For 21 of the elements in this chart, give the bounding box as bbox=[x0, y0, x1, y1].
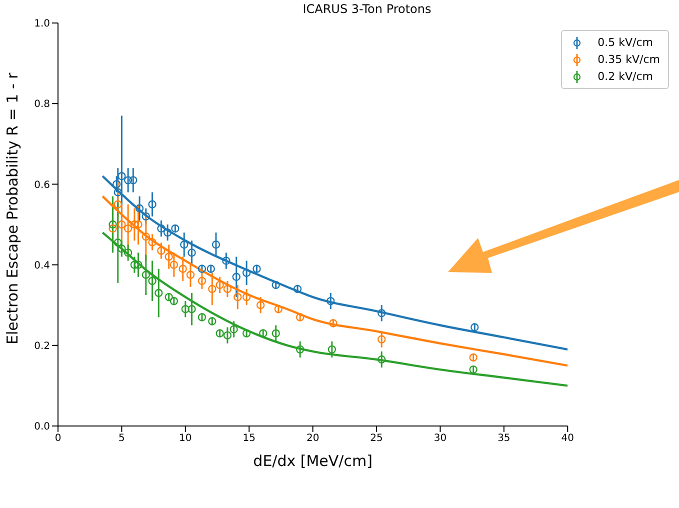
x-tick-label: 30 bbox=[434, 433, 447, 444]
legend-label: 0.2 kV/cm bbox=[598, 70, 653, 83]
y-tick-label: 0.6 bbox=[34, 180, 50, 191]
x-tick-label: 20 bbox=[306, 433, 320, 444]
y-tick-label: 0.0 bbox=[34, 422, 50, 433]
y-tick-label: 0.4 bbox=[34, 260, 50, 272]
y-tick-label: 0.2 bbox=[34, 340, 50, 352]
x-axis-title: dE/dx [MeV/cm] bbox=[253, 452, 372, 470]
x-tick-label: 25 bbox=[370, 433, 383, 444]
x-tick-label: 15 bbox=[242, 433, 256, 444]
y-tick-label: 0.8 bbox=[34, 99, 50, 110]
chart-title: ICARUS 3-Ton Protons bbox=[302, 2, 432, 16]
x-tick-label: 5 bbox=[118, 433, 125, 444]
legend-label: 0.35 kV/cm bbox=[598, 53, 660, 66]
x-tick-label: 40 bbox=[561, 433, 574, 444]
y-axis-title: Electron Escape Probability R = 1 - r bbox=[3, 72, 22, 344]
y-tick-label: 1.0 bbox=[34, 18, 50, 30]
legend-label: 0.5 kV/cm bbox=[598, 36, 653, 49]
x-tick-label: 0 bbox=[54, 433, 62, 444]
x-tick-label: 10 bbox=[179, 433, 192, 444]
x-tick-label: 35 bbox=[498, 433, 510, 444]
